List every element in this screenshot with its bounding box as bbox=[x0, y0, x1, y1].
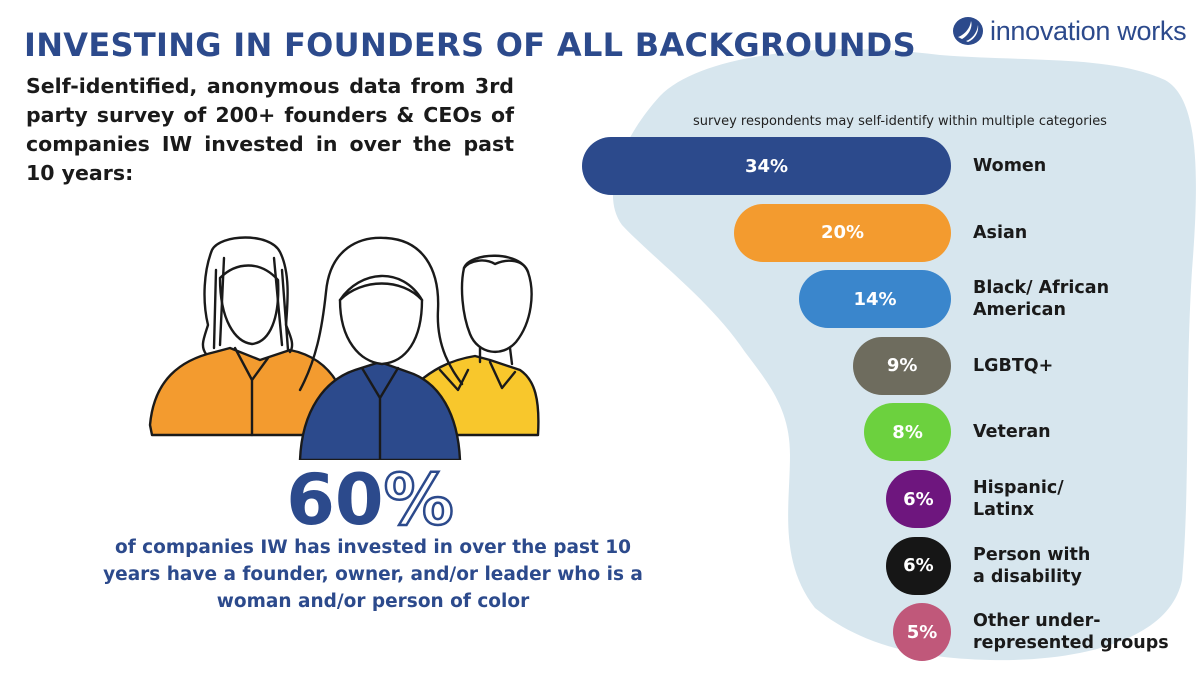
category-label: Women bbox=[973, 156, 1047, 176]
bar-5: 8% bbox=[864, 403, 951, 462]
bar-6: 6% bbox=[885, 470, 951, 528]
swoosh-logo-icon bbox=[953, 17, 983, 45]
highlight-stat: 60% bbox=[0, 459, 740, 541]
bar-8: 5% bbox=[893, 603, 951, 662]
category-label: LGBTQ+ bbox=[973, 355, 1054, 376]
bar-value-label: 14% bbox=[853, 288, 897, 310]
bar-7: 6% bbox=[885, 536, 951, 595]
highlight-value: 60 bbox=[286, 459, 384, 541]
chart-note: survey respondents may self-identify wit… bbox=[693, 114, 1107, 129]
bar-1: 34% bbox=[582, 137, 951, 195]
highlight-caption: of companies IW has invested in over the… bbox=[103, 537, 643, 612]
intro-text: Self-identified, anonymous data from 3rd… bbox=[26, 74, 514, 185]
bar-value-label: 20% bbox=[820, 222, 865, 244]
brand-logo: innovation works bbox=[952, 14, 1187, 48]
category-label: Other under-represented groups bbox=[973, 611, 1169, 654]
logo-text: innovation works bbox=[990, 15, 1187, 46]
bar-value-label: 8% bbox=[892, 421, 923, 443]
bar-value-label: 5% bbox=[906, 621, 938, 643]
three-founders-illustration bbox=[148, 236, 540, 460]
bar-value-label: 9% bbox=[886, 355, 918, 377]
page-title: INVESTING IN FOUNDERS OF ALL BACKGROUNDS bbox=[24, 26, 916, 64]
bar-value-label: 6% bbox=[903, 555, 934, 577]
bar-2: 20% bbox=[734, 203, 951, 262]
highlight-unit: % bbox=[382, 459, 455, 541]
bar-4: 9% bbox=[853, 336, 951, 395]
category-label: Person with a disability bbox=[973, 544, 1091, 587]
bar-value-label: 34% bbox=[744, 155, 789, 177]
category-label: Veteran bbox=[973, 422, 1051, 443]
category-label: Hispanic/Latinx bbox=[973, 478, 1064, 520]
category-label: Black/ African American bbox=[973, 278, 1110, 321]
bar-3: 14% bbox=[799, 270, 951, 329]
category-label: Asian bbox=[973, 222, 1028, 243]
bar-value-label: 6% bbox=[903, 488, 934, 510]
